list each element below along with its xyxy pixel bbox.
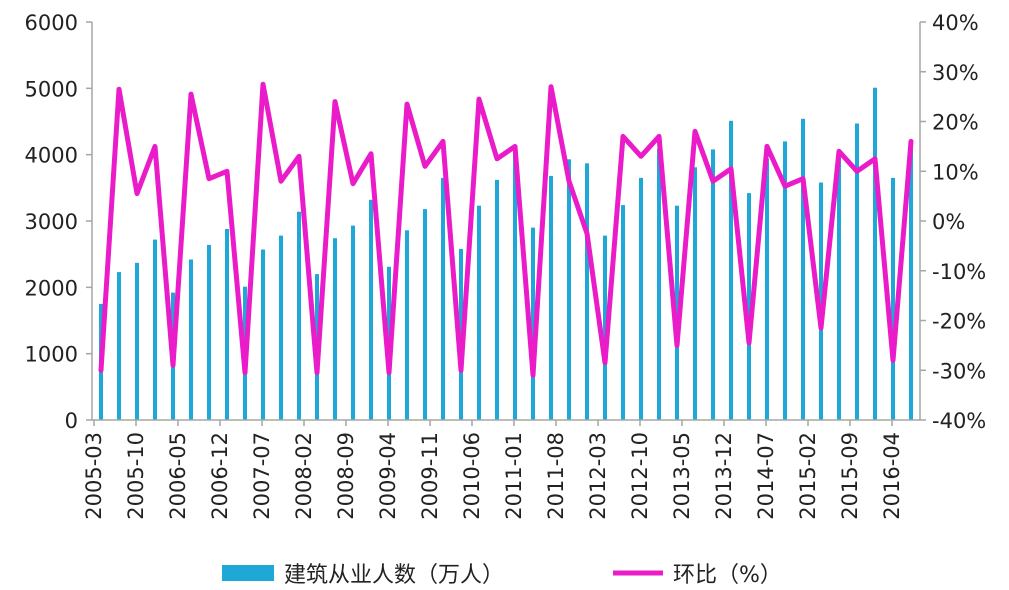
x-tick-label: 2009-04 (376, 432, 400, 520)
bar-2010-06 (477, 205, 481, 420)
left-tick-label: 6000 (25, 11, 78, 35)
bar-2015-06 (837, 152, 841, 420)
bar-2014-06 (765, 158, 769, 420)
bar-2012-12 (657, 148, 661, 420)
bar-2011-06 (549, 175, 553, 420)
bar-2010-09 (495, 179, 499, 420)
bar-2016-06 (909, 141, 913, 420)
right-tick-label: -40% (932, 409, 986, 433)
bar-2006-09 (207, 244, 211, 420)
x-tick-label: 2005-03 (82, 432, 106, 520)
bar-2012-09 (639, 177, 643, 420)
left-tick-label: 3000 (25, 210, 78, 234)
x-tick-label: 2016-04 (880, 432, 904, 520)
bar-2005-06 (117, 272, 121, 420)
legend-line-label: 环比（%） (673, 563, 782, 588)
x-tick-label: 2011-08 (544, 432, 568, 520)
x-tick-label: 2010-06 (460, 432, 484, 520)
bar-2007-06 (261, 249, 265, 420)
bar-2012-06 (621, 205, 625, 420)
x-tick-label: 2012-03 (586, 432, 610, 520)
right-tick-label: 20% (932, 111, 979, 135)
right-tick-label: 40% (932, 11, 979, 35)
right-tick-label: -30% (932, 359, 986, 383)
bar-2014-12 (801, 118, 805, 421)
bar-2016-03 (891, 177, 895, 420)
x-tick-label: 2009-11 (418, 432, 442, 520)
bar-2009-09 (423, 209, 427, 420)
x-tick-label: 2013-12 (712, 432, 736, 520)
bar-2015-03 (819, 182, 823, 420)
left-tick-label: 5000 (25, 77, 78, 101)
bar-2011-03 (531, 227, 535, 420)
x-tick-label: 2005-10 (124, 432, 148, 520)
bar-2014-03 (747, 193, 751, 420)
left-tick-label: 0 (65, 409, 78, 433)
bar-2014-09 (783, 141, 787, 420)
x-tick-label: 2006-05 (166, 432, 190, 520)
right-tick-label: -20% (932, 310, 986, 334)
bar-2013-12 (729, 120, 733, 421)
bar-2011-12 (585, 163, 589, 421)
bar-2013-09 (711, 149, 715, 420)
x-tick-label: 2011-01 (502, 432, 526, 520)
x-tick-label: 2008-09 (334, 432, 358, 520)
x-tick-label: 2013-05 (670, 432, 694, 520)
bar-2010-12 (513, 151, 517, 421)
bar-2008-12 (369, 199, 373, 420)
x-tick-label: 2008-02 (292, 432, 316, 520)
bar-2007-12 (297, 211, 301, 420)
bar-2005-09 (135, 262, 139, 420)
bar-2005-12 (153, 239, 157, 420)
x-tick-label: 2014-07 (754, 432, 778, 520)
bar-2011-09 (567, 159, 571, 421)
bar-2009-12 (441, 177, 445, 420)
right-tick-label: -10% (932, 260, 986, 284)
right-tick-label: 10% (932, 160, 979, 184)
legend-bar-label: 建筑从业人数（万人） (284, 563, 504, 588)
bar-2013-03 (675, 205, 679, 420)
x-tick-label: 2007-07 (250, 432, 274, 520)
bar-2007-09 (279, 235, 283, 420)
left-tick-label: 2000 (25, 276, 78, 300)
right-tick-label: 0% (932, 210, 965, 234)
bar-2006-06 (189, 259, 193, 420)
line-series (98, 81, 914, 378)
bar-2008-09 (351, 225, 355, 420)
legend: 建筑从业人数（万人） 环比（%） (222, 563, 782, 588)
x-tick-label: 2015-02 (796, 432, 820, 520)
bar-2012-03 (603, 235, 607, 420)
bar-2015-09 (855, 123, 859, 420)
x-tick-label: 2006-12 (208, 432, 232, 520)
axes: 0 1000 2000 3000 4000 5000 6000 -40% -30% -20% -10… (25, 11, 987, 520)
line-path (98, 81, 914, 378)
bar-2009-06 (405, 230, 409, 420)
bar-series (99, 87, 913, 421)
bar-2008-06 (333, 238, 337, 420)
bar-2013-06 (693, 167, 697, 420)
bar-2006-12 (225, 229, 229, 420)
right-tick-label: 30% (932, 61, 979, 85)
left-tick-label: 4000 (25, 144, 78, 168)
left-tick-label: 1000 (25, 343, 78, 367)
bar-2015-12 (873, 87, 877, 420)
x-tick-label: 2015-09 (838, 432, 862, 520)
x-tick-label: 2012-10 (628, 432, 652, 520)
legend-bar-swatch (222, 565, 274, 581)
